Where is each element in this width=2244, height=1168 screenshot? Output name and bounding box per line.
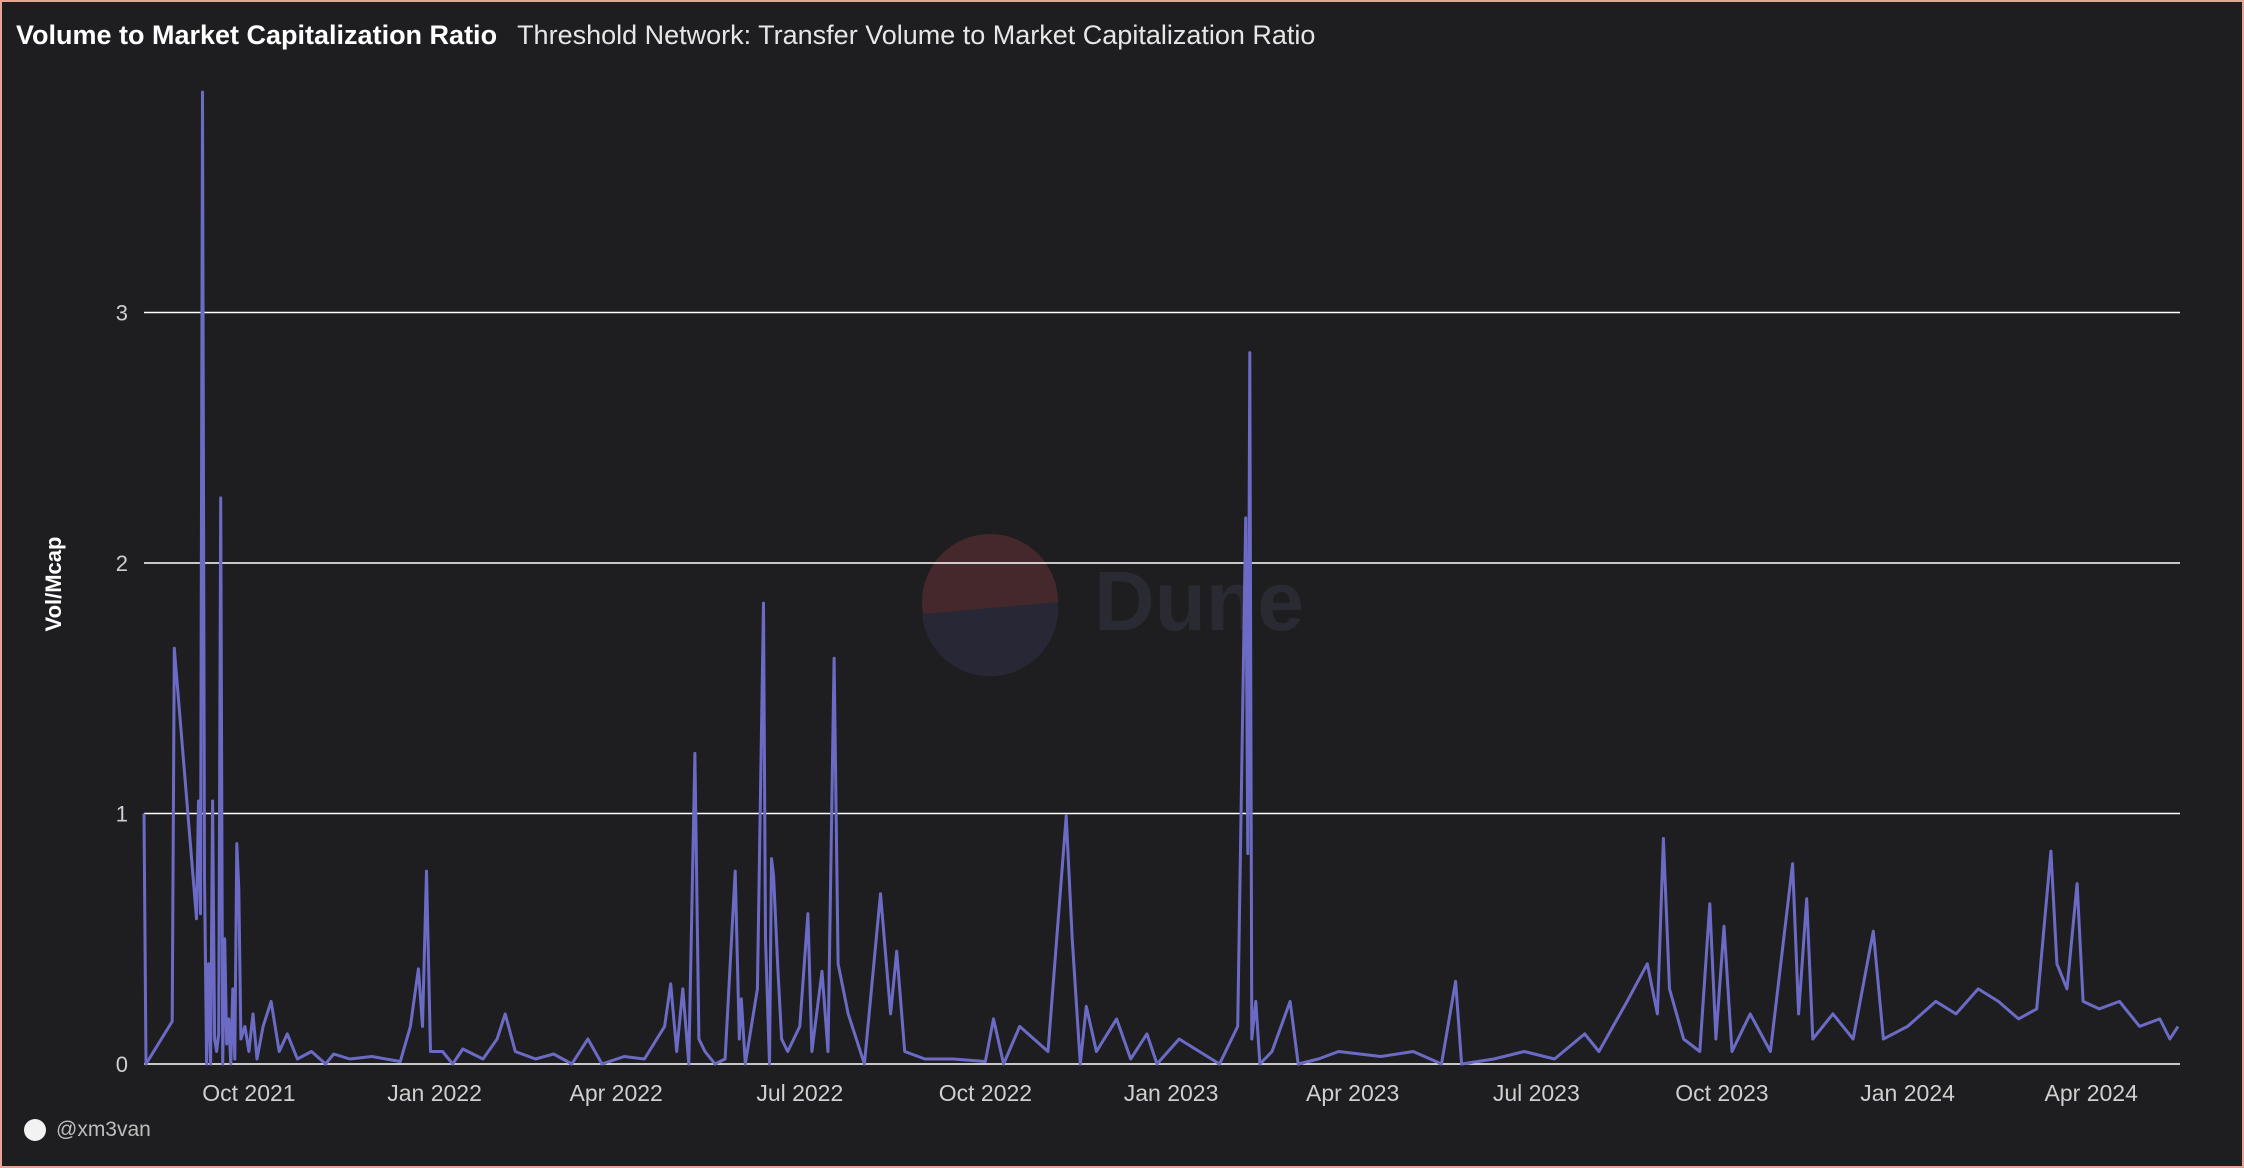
x-tick-label: Jan 2022 [387,1080,482,1106]
x-tick-label: Jul 2022 [756,1080,843,1106]
chart-header: Volume to Market Capitalization Ratio Th… [16,20,1315,51]
watermark: Dune [922,534,1304,677]
y-tick-label: 3 [116,301,128,326]
x-axis: Oct 2021 Jan 2022 Apr 2022 Jul 2022 Oct 2022… [202,1080,2138,1106]
x-tick-label: Apr 2024 [2045,1080,2139,1106]
x-tick-label: Jan 2024 [1860,1080,1955,1106]
query-title[interactable]: Volume to Market Capitalization Ratio [16,20,498,50]
user-avatar-icon[interactable] [24,1119,46,1141]
x-tick-label: Oct 2023 [1675,1080,1768,1106]
y-tick-label: 1 [116,802,128,827]
watermark-text: Dune [1094,554,1304,648]
user-handle[interactable]: @xm3van [56,1118,151,1141]
x-tick-label: Apr 2022 [569,1080,662,1106]
series-layer [142,90,2180,1066]
x-tick-label: Oct 2022 [939,1080,1032,1106]
grid-lines [144,311,2180,1065]
dune-logo-icon [922,534,1059,677]
chart-title: Threshold Network: Transfer Volume to Ma… [517,20,1316,50]
x-tick-label: Oct 2021 [202,1080,295,1106]
y-tick-label: 0 [116,1052,128,1077]
footer: @xm3van [24,1118,151,1142]
series-line-0[interactable] [142,90,2180,1066]
y-tick-label: 2 [116,551,128,576]
y-axis: 0 1 2 3 [116,301,128,1078]
x-tick-label: Apr 2023 [1306,1080,1399,1106]
x-tick-label: Jul 2023 [1493,1080,1580,1106]
x-tick-label: Jan 2023 [1124,1080,1219,1106]
